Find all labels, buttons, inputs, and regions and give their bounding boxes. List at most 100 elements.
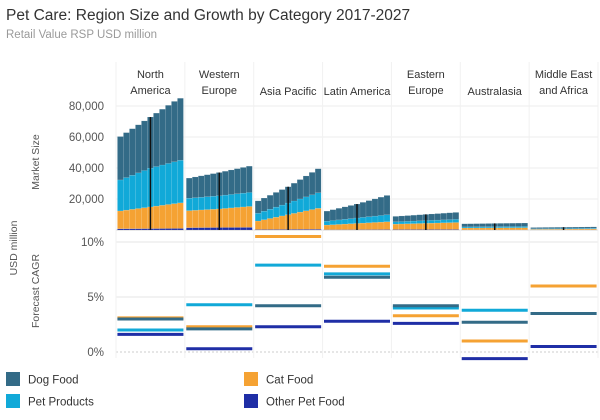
- size-bar-segment: [530, 227, 537, 229]
- size-bar-segment: [335, 224, 343, 230]
- size-bar-segment: [290, 213, 298, 230]
- size-bar-segment: [234, 207, 241, 228]
- size-bar-segment: [192, 227, 199, 231]
- size-bar-segment: [159, 228, 166, 231]
- size-bar-segment: [440, 212, 448, 221]
- size-bar-segment: [590, 226, 597, 229]
- size-bar-segment: [410, 220, 418, 224]
- size-bar-segment: [117, 136, 124, 181]
- size-bar-segment: [278, 204, 286, 217]
- size-bar-segment: [410, 214, 418, 222]
- size-bar-segment: [228, 169, 235, 195]
- size-bar-segment: [410, 223, 418, 230]
- axis-ticks: 20,000 40,000 60,000 80,000 0% 5% 10%: [69, 101, 104, 359]
- size-bar-segment: [479, 223, 486, 227]
- size-bar-segment: [177, 98, 184, 161]
- size-bar-segment: [159, 108, 166, 166]
- size-bar-segment: [392, 221, 400, 225]
- size-bar-segment: [398, 223, 406, 230]
- size-bar-segment: [365, 222, 373, 230]
- size-bar-segment: [198, 227, 205, 231]
- size-bar-segment: [204, 227, 211, 231]
- size-bar-segment: [416, 214, 424, 222]
- size-bar-segment: [434, 219, 442, 224]
- size-bar-segment: [329, 209, 337, 221]
- size-bar-segment: [536, 227, 543, 229]
- size-bar-segment: [341, 219, 349, 225]
- size-bar-segment: [117, 210, 124, 229]
- size-bar-segment: [159, 164, 166, 206]
- cagr-markers: [117, 235, 597, 361]
- size-bar-segment: [204, 209, 211, 228]
- size-bar-segment: [485, 227, 492, 231]
- size-bar-segment: [377, 221, 385, 230]
- size-bar-segment: [503, 223, 510, 227]
- region-labels: North America Western Europe Asia Pacific Lat…: [130, 69, 592, 98]
- size-bar-segment: [440, 222, 448, 230]
- size-bar-segment: [165, 105, 172, 164]
- size-bar-segment: [446, 219, 454, 223]
- size-bar-segment: [341, 206, 349, 220]
- region-label: Europe: [202, 85, 237, 97]
- size-bar-segment: [515, 222, 522, 227]
- region-label: North: [137, 69, 164, 81]
- size-bar-segment: [365, 200, 373, 217]
- size-bar-segment: [521, 227, 528, 231]
- cagr-tick-label: 0%: [87, 347, 104, 359]
- size-bar-segment: [260, 197, 268, 212]
- legend-label: Other Pet Food: [266, 397, 345, 409]
- size-bar-segment: [308, 194, 316, 210]
- size-bar-segment: [578, 226, 585, 229]
- size-bar-segment: [165, 228, 172, 231]
- size-bar-segment: [314, 208, 322, 230]
- size-bar-segment: [290, 200, 298, 214]
- size-bar-segment: [165, 163, 172, 205]
- size-bar-segment: [503, 227, 510, 231]
- size-bar-segment: [446, 222, 454, 230]
- size-bar-segment: [434, 213, 442, 221]
- size-bar-segment: [296, 179, 304, 200]
- size-bar-segment: [192, 210, 199, 228]
- size-bar-segment: [497, 227, 504, 231]
- legend-swatch: [244, 394, 258, 408]
- region-label: Australasia: [468, 86, 523, 98]
- size-bar-segment: [240, 167, 247, 194]
- size-bar-segment: [153, 112, 160, 167]
- size-bar-segment: [554, 227, 561, 229]
- size-bar-segment: [371, 215, 379, 223]
- size-bar-segment: [192, 176, 199, 198]
- size-bar-segment: [171, 203, 178, 229]
- region-label: Latin America: [324, 86, 392, 98]
- size-bar-segment: [186, 198, 193, 211]
- size-bar-segment: [254, 220, 262, 230]
- size-bar-segment: [467, 223, 474, 228]
- size-bar-segment: [383, 221, 391, 230]
- size-bar-segment: [296, 198, 304, 213]
- size-bar-segment: [347, 218, 355, 224]
- size-bar-segment: [117, 179, 124, 212]
- size-bar-segment: [416, 223, 424, 230]
- size-bar-segment: [153, 228, 160, 231]
- size-bar-segment: [314, 192, 322, 209]
- y-axis-label: USD million: [8, 220, 20, 275]
- size-bar-segment: [240, 206, 247, 228]
- size-bar-segment: [359, 222, 367, 230]
- size-bar-segment: [141, 170, 148, 208]
- size-bar-segment: [392, 216, 400, 222]
- size-bar-segment: [153, 166, 160, 207]
- size-bar-segment: [329, 220, 337, 225]
- size-bar-segment: [186, 227, 193, 231]
- size-bar-segment: [234, 193, 241, 208]
- size-bar-segment: [323, 210, 331, 222]
- size-bar-segment: [266, 195, 274, 210]
- region-label: Asia Pacific: [260, 86, 317, 98]
- size-bar-segment: [153, 205, 160, 229]
- gridlines: [115, 62, 599, 358]
- legend-label: Pet Products: [28, 397, 94, 409]
- size-bar-segment: [228, 194, 235, 209]
- size-bar-segment: [135, 124, 142, 174]
- size-bar-segment: [416, 220, 424, 224]
- size-bar-segment: [572, 226, 579, 229]
- size-bar-segment: [240, 227, 247, 231]
